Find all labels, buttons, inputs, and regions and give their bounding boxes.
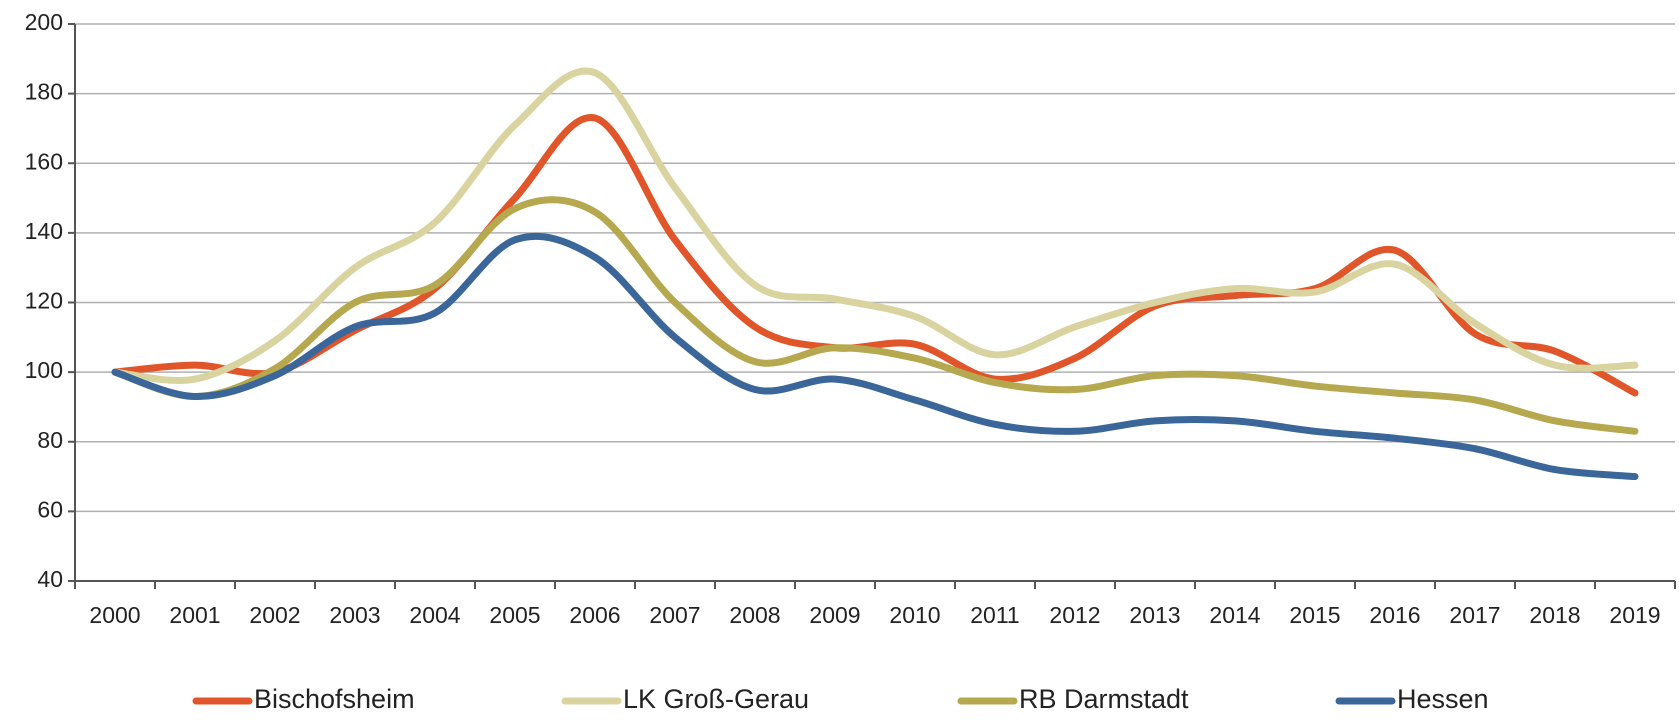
y-tick-label: 100 (25, 357, 63, 383)
legend-label: RB Darmstadt (1019, 684, 1189, 714)
x-tick-label: 2003 (329, 602, 380, 628)
x-tick-label: 2014 (1209, 602, 1260, 628)
series-line (111, 232, 1639, 481)
y-tick-label: 40 (37, 566, 63, 592)
y-tick-label: 180 (25, 79, 63, 105)
x-tick-label: 2000 (89, 602, 140, 628)
x-tick-label: 2015 (1289, 602, 1340, 628)
x-tick-label: 2001 (169, 602, 220, 628)
legend-label: Hessen (1397, 684, 1489, 714)
y-tick-label: 60 (37, 496, 63, 522)
y-tick-label: 80 (37, 427, 63, 453)
x-tick-label: 2005 (489, 602, 540, 628)
y-tick-label: 120 (25, 288, 63, 314)
x-tick-label: 2019 (1609, 602, 1660, 628)
x-tick-label: 2013 (1129, 602, 1180, 628)
x-tick-label: 2016 (1369, 602, 1420, 628)
x-tick-label: 2008 (729, 602, 780, 628)
x-tick-label: 2011 (970, 602, 1019, 628)
y-tick-label: 140 (25, 218, 63, 244)
x-tick-label: 2004 (409, 602, 460, 628)
x-tick-label: 2006 (569, 602, 620, 628)
x-tick-label: 2012 (1049, 602, 1100, 628)
x-tick-label: 2009 (809, 602, 860, 628)
legend-label: Bischofsheim (254, 684, 415, 714)
x-tick-label: 2010 (889, 602, 940, 628)
x-tick-label: 2018 (1529, 602, 1580, 628)
legend-label: LK Groß-Gerau (623, 684, 809, 714)
series-line (111, 196, 1639, 435)
x-tick-label: 2017 (1449, 602, 1500, 628)
y-tick-label: 160 (25, 148, 63, 174)
series-line (111, 67, 1639, 384)
x-tick-label: 2002 (249, 602, 300, 628)
y-tick-label: 200 (25, 9, 63, 35)
x-tick-label: 2007 (649, 602, 700, 628)
